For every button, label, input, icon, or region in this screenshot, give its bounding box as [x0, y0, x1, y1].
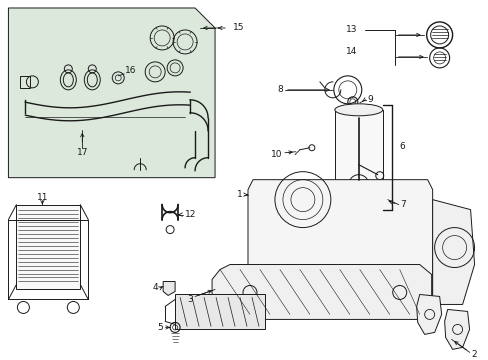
Text: 12: 12: [185, 210, 196, 219]
Text: 8: 8: [277, 85, 282, 94]
Polygon shape: [432, 200, 474, 305]
Text: 5: 5: [157, 323, 163, 332]
Text: 16: 16: [124, 66, 136, 75]
Bar: [20, 76, 30, 88]
Text: 15: 15: [233, 23, 244, 32]
Text: 4: 4: [152, 283, 158, 292]
Text: 3: 3: [187, 295, 193, 304]
Polygon shape: [444, 310, 468, 349]
Text: 13: 13: [346, 26, 357, 35]
Text: 7: 7: [399, 200, 405, 209]
Text: 14: 14: [346, 48, 357, 57]
Text: 9: 9: [367, 95, 373, 104]
Polygon shape: [163, 282, 175, 296]
Bar: [17, 204, 80, 289]
Ellipse shape: [334, 104, 382, 116]
Polygon shape: [247, 180, 432, 310]
Text: 11: 11: [37, 193, 48, 202]
Bar: [334, 110, 382, 185]
Text: 2: 2: [470, 350, 476, 359]
Text: 10: 10: [271, 150, 283, 159]
Text: 1: 1: [237, 190, 243, 199]
Polygon shape: [212, 265, 431, 319]
Bar: [175, 294, 264, 329]
Text: 6: 6: [399, 142, 405, 151]
Polygon shape: [8, 8, 215, 178]
Polygon shape: [416, 294, 441, 334]
Text: 17: 17: [77, 148, 88, 157]
